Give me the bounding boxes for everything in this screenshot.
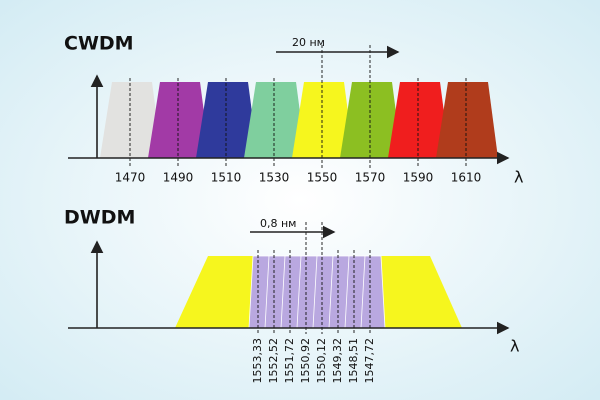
channel [388, 82, 450, 158]
channel [292, 82, 354, 158]
axis-label: λ [514, 168, 523, 187]
channel-label: 1570 [355, 171, 386, 185]
channel-label: 1547,72 [363, 338, 376, 384]
channel-label: 1470 [115, 171, 146, 185]
channel [148, 82, 210, 158]
channel [100, 82, 162, 158]
channel-label: 1530 [259, 171, 290, 185]
channel [436, 82, 498, 158]
channel [360, 255, 386, 329]
axis-label: λ [510, 337, 519, 356]
channel-label: 1553,33 [251, 338, 264, 384]
channel-label: 1550,92 [299, 338, 312, 384]
axes [68, 74, 510, 335]
channel-label: 1510 [211, 171, 242, 185]
cwdm-channels: 1470 1490 1510 1530 1550 1570 1590 1610 [100, 45, 498, 185]
channel [196, 82, 258, 158]
channel-label: 1552,52 [267, 338, 280, 384]
channel-label: 1610 [451, 171, 482, 185]
channel-label: 1590 [403, 171, 434, 185]
channel-label: 1551,72 [283, 338, 296, 384]
dwdm-channels: 1553,33 1552,52 1551,72 1550,92 1550,12 1549,… [175, 222, 462, 384]
channel [340, 82, 402, 158]
dwdm-title: DWDM [64, 207, 135, 229]
cwdm-title: CWDM [64, 33, 134, 55]
channel-label: 1550 [307, 171, 338, 185]
channel-label: 1548,51 [347, 338, 360, 384]
channel-label: 1490 [163, 171, 194, 185]
channel-label: 1550,12 [315, 338, 328, 384]
spacing-label: 0,8 нм [260, 217, 296, 230]
channel [244, 82, 306, 158]
spacing-label: 20 нм [292, 36, 325, 49]
channel-label: 1549,32 [331, 338, 344, 384]
